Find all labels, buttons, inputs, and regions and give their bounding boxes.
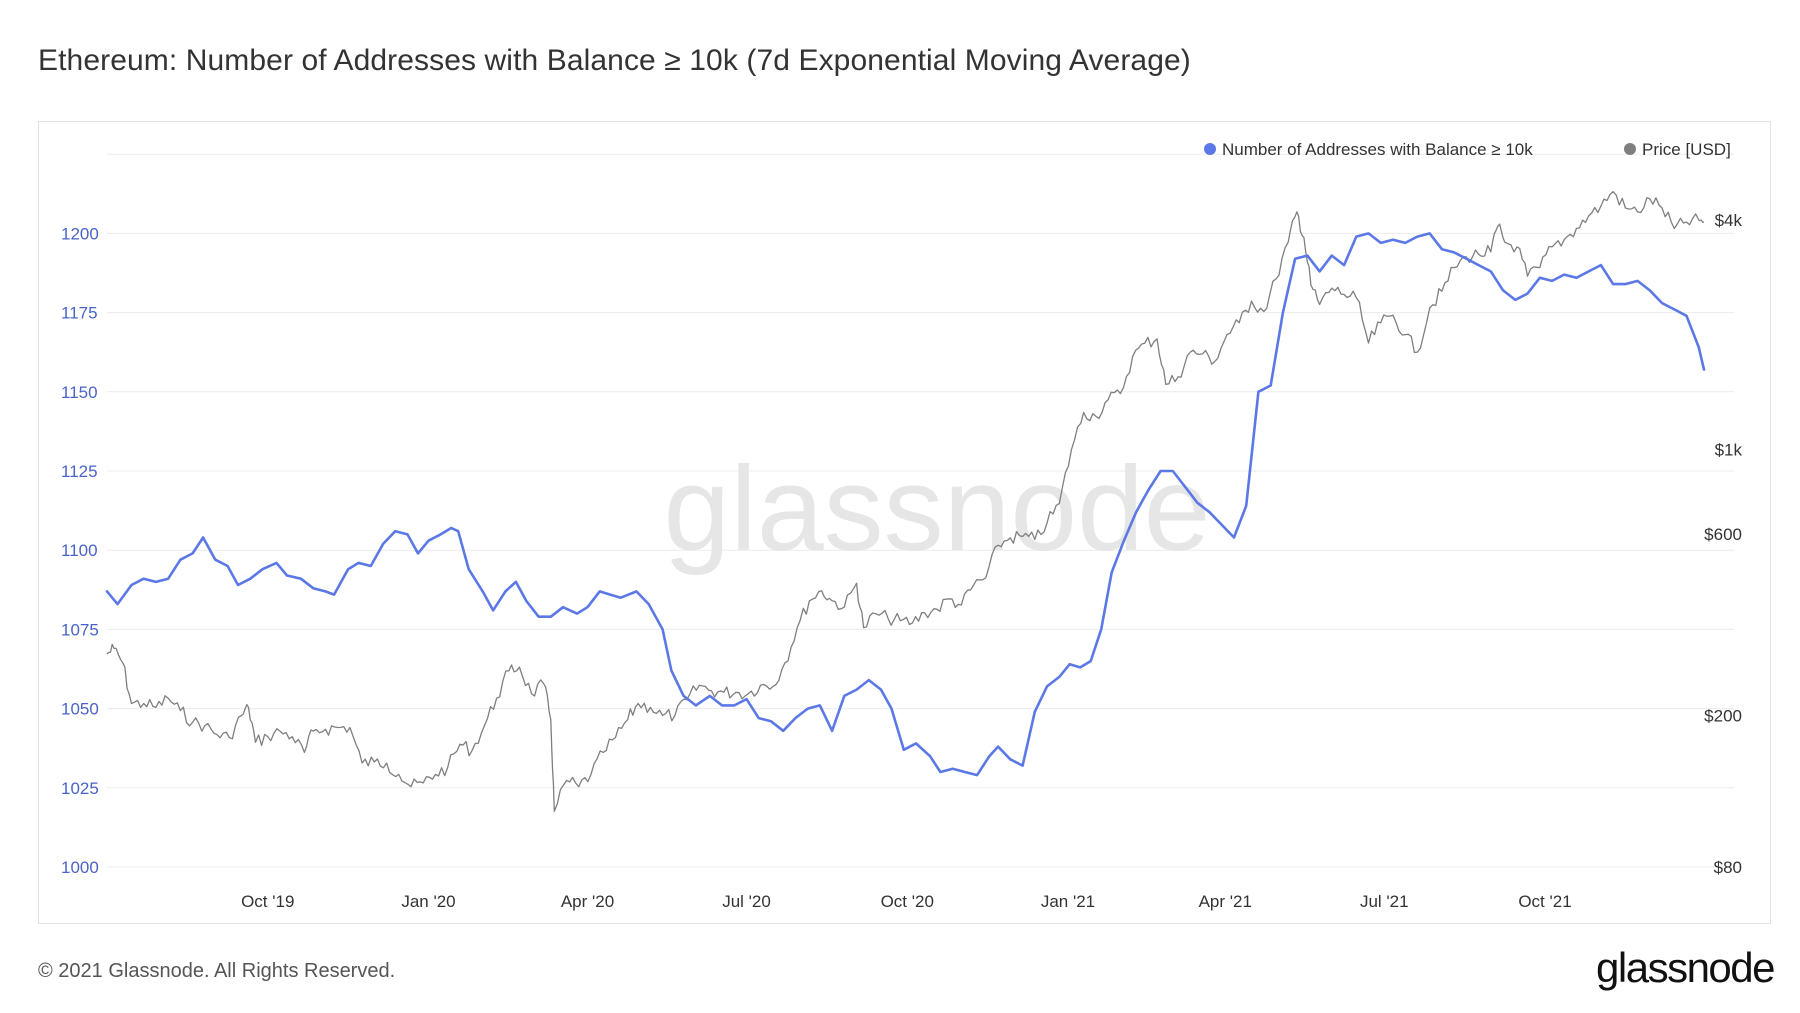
legend-item-price[interactable]: Price [USD]	[1624, 140, 1731, 159]
x-axis-tick-label: Jan '20	[401, 892, 455, 911]
legend-label: Number of Addresses with Balance ≥ 10k	[1222, 140, 1533, 159]
x-axis-tick-label: Oct '20	[881, 892, 934, 911]
x-axis-tick-label: Jan '21	[1041, 892, 1095, 911]
left-axis-tick-label: 1175	[61, 304, 98, 323]
left-axis-tick-label: 1050	[61, 700, 99, 719]
left-axis: 1000 1025 1050 1075 1100 1125 1150 1175 1200	[61, 224, 99, 877]
x-axis-tick-label: Jul '20	[722, 892, 771, 911]
chart-panel: glassnode 1000 1025 1050 1075 1100 1125 1150 11…	[38, 121, 1771, 924]
x-axis-tick-label: Oct '21	[1518, 892, 1571, 911]
x-axis-tick-label: Jul '21	[1360, 892, 1409, 911]
x-axis-tick-label: Apr '20	[561, 892, 614, 911]
right-axis-tick-label: $1k	[1715, 440, 1743, 459]
right-axis-tick-label: $600	[1704, 525, 1742, 544]
legend[interactable]: Number of Addresses with Balance ≥ 10k Pr…	[1204, 140, 1731, 159]
addresses-series-line[interactable]	[105, 232, 1706, 777]
footer-copyright: © 2021 Glassnode. All Rights Reserved.	[38, 960, 396, 982]
right-axis-tick-label: $200	[1704, 706, 1742, 725]
grid-lines	[107, 153, 1734, 868]
left-axis-tick-label: 1200	[61, 224, 99, 243]
glassnode-logo[interactable]: glassnode	[1596, 944, 1775, 991]
right-axis-tick-label: $4k	[1715, 211, 1743, 230]
watermark: glassnode	[663, 442, 1210, 576]
left-axis-tick-label: 1025	[61, 779, 99, 798]
chart-title: Ethereum: Number of Addresses with Balan…	[38, 44, 1191, 77]
legend-item-addresses[interactable]: Number of Addresses with Balance ≥ 10k	[1204, 140, 1533, 159]
right-axis: $80 $200 $600 $1k $4k	[1704, 211, 1742, 877]
left-axis-tick-label: 1150	[61, 383, 98, 402]
x-axis-tick-label: Oct '19	[241, 892, 294, 911]
chart-svg: glassnode 1000 1025 1050 1075 1100 1125 1150 11…	[61, 140, 1742, 911]
x-axis: Oct '19 Jan '20 Apr '20 Jul '20 Oct '20 Jan '…	[241, 892, 1572, 911]
left-axis-tick-label: 1075	[61, 620, 99, 639]
legend-dot-icon	[1624, 143, 1636, 155]
legend-dot-icon	[1204, 143, 1216, 155]
left-axis-tick-label: 1125	[61, 462, 98, 481]
left-axis-tick-label: 1000	[61, 858, 99, 877]
series-layer	[105, 190, 1706, 813]
legend-label: Price [USD]	[1642, 140, 1731, 159]
left-axis-tick-label: 1100	[61, 541, 98, 560]
x-axis-tick-label: Apr '21	[1199, 892, 1252, 911]
right-axis-tick-label: $80	[1714, 858, 1742, 877]
price-series-line[interactable]	[106, 190, 1705, 813]
